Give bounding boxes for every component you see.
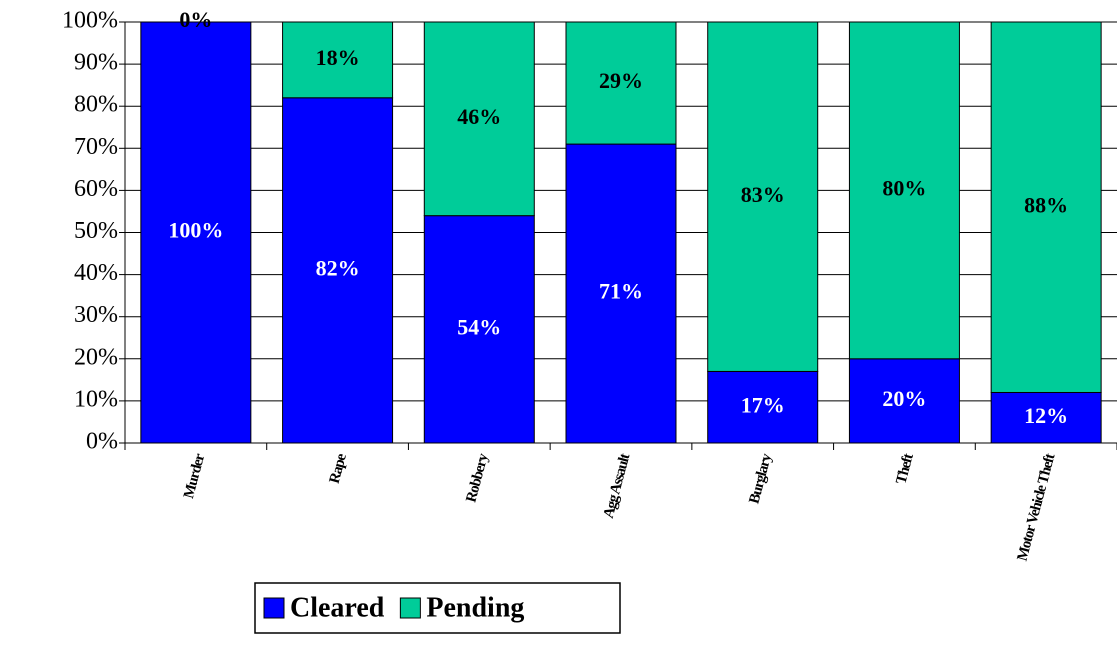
y-tick-label: 60%	[74, 176, 118, 202]
legend-swatch	[399, 597, 421, 619]
y-tick-label: 90%	[74, 50, 118, 76]
y-tick-label: 50%	[74, 218, 118, 244]
x-tick-label: Burglary	[746, 451, 775, 505]
y-tick-label: 80%	[74, 92, 118, 118]
y-tick-label: 0%	[86, 429, 118, 455]
value-label: 12%	[1024, 403, 1068, 428]
x-tick-label: Rape	[327, 451, 350, 485]
value-label: 82%	[316, 255, 360, 280]
value-label: 83%	[741, 182, 785, 207]
value-label: 54%	[457, 314, 501, 339]
bar-segment	[282, 97, 394, 444]
y-tick-label: 20%	[74, 344, 118, 370]
value-label: 100%	[168, 218, 223, 243]
x-tick-label: Agg Assault	[601, 452, 634, 520]
y-tick-label: 70%	[74, 134, 118, 160]
bar-segment	[140, 21, 252, 444]
value-label: 29%	[599, 68, 643, 93]
bar-segment	[990, 21, 1102, 393]
y-tick-label: 30%	[74, 302, 118, 328]
value-label: 17%	[741, 392, 785, 417]
y-tick-label: 10%	[74, 386, 118, 412]
value-label: 80%	[882, 175, 926, 200]
bar-segment	[707, 370, 819, 444]
value-label: 88%	[1024, 192, 1068, 217]
bar-segment	[565, 21, 677, 145]
bar-segment	[990, 391, 1102, 444]
x-tick-label: Murder	[181, 451, 208, 500]
bar-segment	[423, 215, 535, 444]
bars	[140, 21, 1102, 444]
y-tick-label: 40%	[74, 260, 118, 286]
value-label: 46%	[457, 104, 501, 129]
legend-label: Cleared	[290, 592, 385, 623]
legend-box	[254, 582, 621, 634]
bar-segment	[848, 358, 960, 444]
legend-label: Pending	[426, 592, 524, 623]
value-label: 20%	[882, 386, 926, 411]
bar-segment	[423, 21, 535, 217]
bar-segment	[848, 21, 960, 360]
bar-segment	[565, 143, 677, 444]
x-tick-label: Theft	[893, 452, 916, 486]
bar-segment	[707, 21, 819, 372]
bar-segment	[282, 21, 394, 99]
value-label: 0%	[179, 7, 212, 32]
value-label: 18%	[316, 45, 360, 70]
value-label: 71%	[599, 279, 643, 304]
y-tick-label: 100%	[62, 8, 118, 34]
x-tick-label: Motor Vehicle Theft	[1015, 452, 1059, 563]
x-tick-label: Robbery	[463, 451, 491, 504]
legend-swatch	[263, 597, 285, 619]
